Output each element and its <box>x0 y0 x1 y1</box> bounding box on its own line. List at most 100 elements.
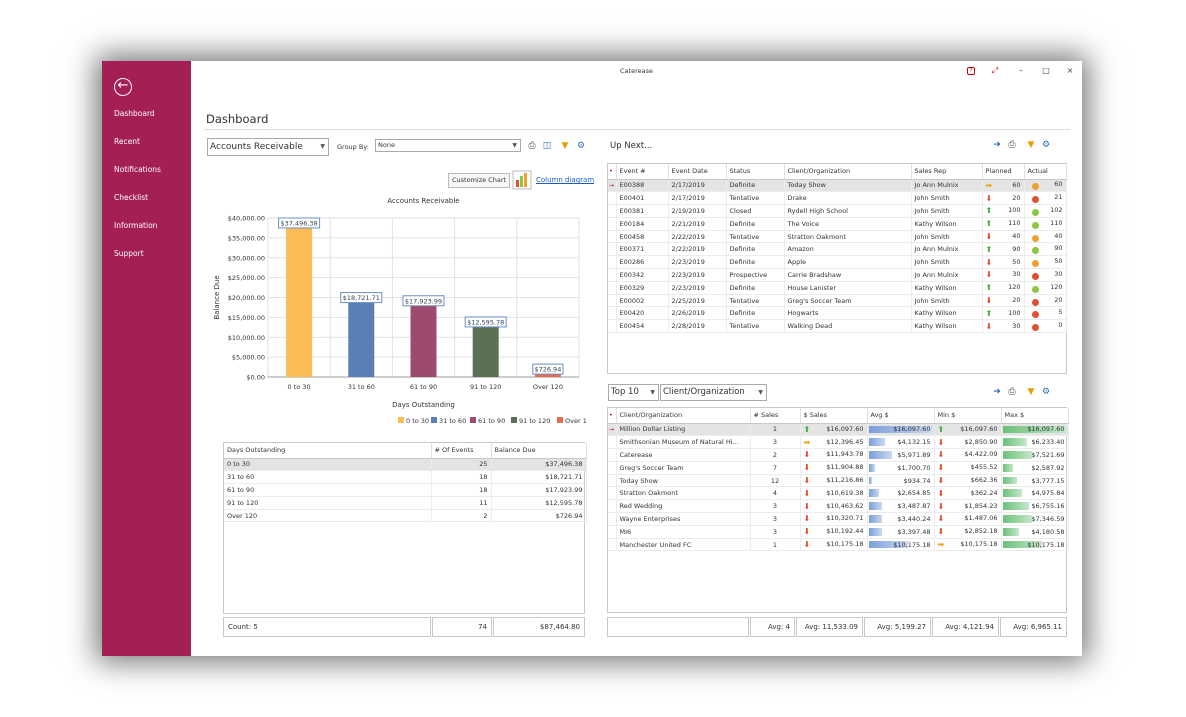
table-row[interactable]: Caterease 2 ⬇ $11,943.78 $5,971.89 ⬇ $4,422.09… <box>608 448 1069 462</box>
min-cell: ⬇ $2,852.18 <box>934 525 1002 539</box>
groupby-select[interactable]: None ▼ <box>375 139 521 152</box>
ar-col-days[interactable]: Days Outstanding <box>224 443 432 459</box>
sidebar-item-dashboard[interactable]: Dashboard <box>114 109 155 118</box>
chart-title: Accounts Receivable <box>387 197 459 205</box>
close-icon[interactable]: × <box>1066 66 1074 75</box>
gear-icon[interactable]: ⚙ <box>576 141 586 151</box>
actual-cell: 60 <box>1024 179 1067 193</box>
max-databar <box>1002 425 1066 434</box>
table-row[interactable]: 31 to 60 18 $18,721.71 <box>224 470 587 485</box>
actual-value: 40 <box>1054 231 1063 240</box>
print-icon[interactable]: ⎙ <box>1008 140 1016 150</box>
gear-icon[interactable]: ⚙ <box>1041 387 1051 397</box>
table-row[interactable]: E00371 2/22/2019 Definite Amazon Jo Ann Muln… <box>608 242 1067 257</box>
planned-value: 40 <box>1012 232 1021 241</box>
min-cell: ⬇ $362.24 <box>934 486 1002 501</box>
table-row[interactable]: Greg's Soccer Team 7 ⬇ $11,904.88 $1,700.70 ⬇… <box>608 461 1069 475</box>
filter-icon[interactable]: ▼ <box>1027 140 1035 150</box>
upnext-col-client[interactable]: Client/Organization <box>784 164 912 180</box>
top-col-count[interactable]: # Sales <box>750 408 801 424</box>
table-row[interactable]: Wayne Enterprises 3 ⬇ $10,320.71 $3,440.24 ⬇ $… <box>608 512 1069 526</box>
top-count-select[interactable]: Top 10 ▼ <box>608 384 659 401</box>
upnext-title: Up Next... <box>610 141 653 151</box>
table-row[interactable]: Over 120 2 $726.94 <box>224 509 587 523</box>
table-row[interactable]: Manchester United FC 1 ⬇ $10,175.18 $10,175.… <box>608 538 1069 552</box>
client-cell: Today Show <box>616 474 751 488</box>
table-row[interactable]: → E00388 2/17/2019 Definite Today Show Jo Ann… <box>608 179 1067 193</box>
table-row[interactable]: E00002 2/25/2019 Tentative Greg's Soccer Te… <box>608 294 1067 308</box>
table-row[interactable]: Stratton Oakmont 4 ⬇ $10,619.38 $2,654.85 ⬇ $3… <box>608 486 1069 501</box>
table-row[interactable]: E00342 2/23/2019 Prospective Carrie Bradsha… <box>608 268 1067 282</box>
go-arrow-icon[interactable]: ➜ <box>993 140 1001 150</box>
ar-col-events[interactable]: # Of Events <box>431 443 492 459</box>
sidebar-item-recent[interactable]: Recent <box>114 137 140 146</box>
table-row[interactable]: MI6 3 ⬇ $10,192.44 $3,397.48 ⬇ $2,852.18 $4,180… <box>608 525 1069 539</box>
help-icon[interactable]: ? <box>967 67 975 75</box>
table-cell: E00342 <box>616 268 669 282</box>
fullscreen-icon[interactable]: ⤢ <box>991 66 999 75</box>
table-row[interactable]: E00381 2/19/2019 Closed Rydell High School J… <box>608 204 1067 218</box>
table-row[interactable]: Smithsonian Museum of Natural Hi... 3 ➡ $12… <box>608 435 1069 450</box>
table-cell: John Smith <box>911 294 983 308</box>
sidebar-item-information[interactable]: Information <box>114 221 158 230</box>
table-row[interactable]: E00184 2/21/2019 Definite The Voice Kathy Wi… <box>608 217 1067 231</box>
upnext-col-status[interactable]: Status <box>726 164 785 180</box>
table-row[interactable]: E00401 2/17/2019 Tentative Drake John Smith ⬇… <box>608 191 1067 206</box>
table-cell: Amazon <box>784 242 912 257</box>
avg-cell: $2,654.85 <box>867 486 935 501</box>
upnext-col-event[interactable]: Event # <box>616 164 669 180</box>
table-row[interactable]: E00420 2/26/2019 Definite Hogwarts Kathy Wil… <box>608 306 1067 321</box>
table-cell: $18,721.71 <box>491 470 587 485</box>
preview-icon[interactable]: ◫ <box>542 141 552 151</box>
top-by-select[interactable]: Client/Organization ▼ <box>660 384 767 401</box>
customize-chart-button[interactable]: Customize Chart <box>448 173 511 188</box>
upnext-col-actual[interactable]: Actual <box>1024 164 1067 180</box>
column-diagram-link[interactable]: Column diagram <box>536 176 595 184</box>
sidebar-item-notifications[interactable]: Notifications <box>114 165 161 174</box>
sidebar-item-support[interactable]: Support <box>114 249 144 258</box>
table-row[interactable]: 61 to 90 18 $17,923.99 <box>224 483 587 497</box>
maximize-icon[interactable]: □ <box>1042 66 1050 75</box>
report-select[interactable]: Accounts Receivable ▼ <box>207 138 329 156</box>
upnext-col-rep[interactable]: Sales Rep <box>911 164 983 180</box>
table-row[interactable]: Today Show 12 ⬇ $11,216.86 $934.74 ⬇ $662.36 $3… <box>608 474 1069 488</box>
min-value: $362.24 <box>970 488 998 497</box>
gear-icon[interactable]: ⚙ <box>1041 140 1051 150</box>
table-row[interactable]: E00454 2/28/2019 Tentative Walking Dead Kath… <box>608 319 1067 334</box>
table-row[interactable]: → Million Dollar Listing 1 ⬆ $16,097.60 $16,0… <box>608 423 1069 437</box>
minimize-icon[interactable]: – <box>1019 66 1023 75</box>
print-icon[interactable]: ⎙ <box>1008 387 1016 397</box>
table-row[interactable]: 91 to 120 11 $12,595.78 <box>224 496 587 510</box>
min-value: $662.36 <box>970 476 998 485</box>
actual-cell: 20 <box>1024 294 1067 308</box>
sidebar-item-checklist[interactable]: Checklist <box>114 193 149 202</box>
planned-value: 120 <box>1008 283 1021 292</box>
table-row[interactable]: 0 to 30 25 $37,496.38 <box>224 458 587 472</box>
go-arrow-icon[interactable]: ➜ <box>993 387 1001 397</box>
report-select-value: Accounts Receivable <box>210 142 303 152</box>
table-row[interactable]: E00458 2/22/2019 Tentative Stratton Oakmont… <box>608 230 1067 244</box>
top-col-sales[interactable]: $ Sales <box>800 408 868 424</box>
row-indicator <box>608 217 617 231</box>
top-col-min[interactable]: Min $ <box>934 408 1002 424</box>
top-col-avg[interactable]: Avg $ <box>867 408 935 424</box>
column-diagram-icon[interactable] <box>512 170 532 190</box>
client-cell: Smithsonian Museum of Natural Hi... <box>616 435 751 450</box>
print-icon[interactable]: ⎙ <box>528 141 536 151</box>
top-col-client[interactable]: Client/Organization <box>616 408 751 424</box>
ar-col-balance[interactable]: Balance Due <box>491 443 587 459</box>
upnext-col-planned[interactable]: Planned <box>982 164 1025 180</box>
filter-icon[interactable]: ▼ <box>561 141 569 151</box>
table-row[interactable]: E00286 2/23/2019 Definite Apple John Smith ⬇ 5… <box>608 255 1067 270</box>
avg-cell: $5,971.89 <box>867 448 935 462</box>
table-row[interactable]: Red Wedding 3 ⬇ $10,463.62 $3,487.87 ⬇ $1,854.… <box>608 499 1069 514</box>
filter-icon[interactable]: ▼ <box>1027 387 1035 397</box>
back-arrow-icon[interactable]: ← <box>114 78 132 96</box>
avg-value: $10,175.18 <box>893 540 931 549</box>
planned-value: 20 <box>1012 193 1021 202</box>
top-col-max[interactable]: Max $ <box>1001 408 1069 424</box>
planned-cell: ⬇ 30 <box>982 268 1025 282</box>
planned-cell: ⬇ 20 <box>982 294 1025 308</box>
upnext-col-date[interactable]: Event Date <box>668 164 727 180</box>
table-row[interactable]: E00329 2/23/2019 Definite House Lanister Kat… <box>608 281 1067 295</box>
